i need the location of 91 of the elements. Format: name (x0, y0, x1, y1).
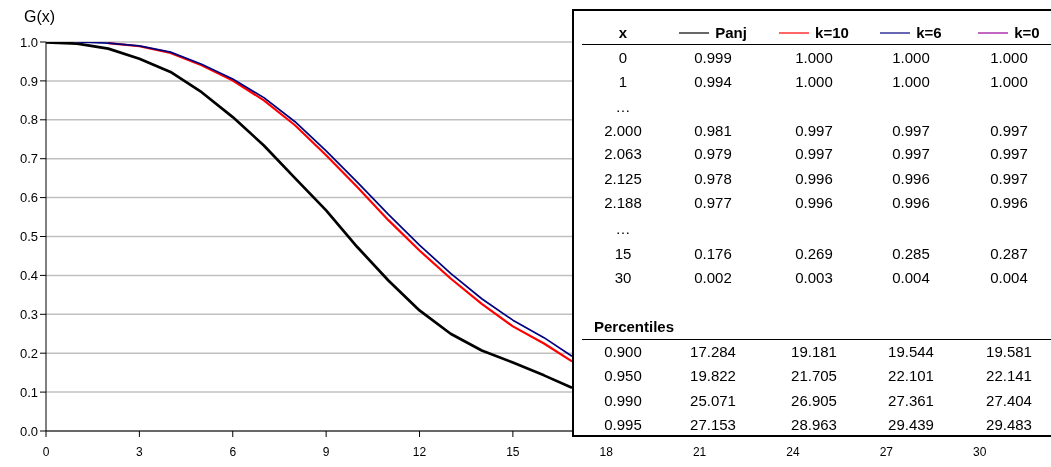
annotation: 0.176 (693, 245, 733, 263)
annotation: 1 (617, 73, 629, 91)
annotation: 27.404 (985, 392, 1033, 410)
annotation: 2.000 (603, 122, 643, 140)
annotation: 1.000 (989, 49, 1029, 67)
legend-label: k=0 (1014, 24, 1040, 41)
annotation: 1.000 (891, 49, 931, 67)
annotation: 0.995 (603, 416, 643, 434)
x-tick-label: 0 (42, 444, 50, 459)
annotation: 25.071 (689, 392, 737, 410)
legend-label: k=10 (815, 24, 849, 41)
x-tick-label: 3 (136, 444, 144, 459)
annotation: 1.000 (891, 73, 931, 91)
annotation: 0.996 (891, 170, 931, 188)
text: x (618, 24, 628, 41)
x-tick-label: 9 (322, 444, 330, 459)
annotation: Percentiles (594, 318, 675, 336)
annotation: 19.181 (790, 343, 838, 361)
annotation: 19.822 (689, 367, 737, 385)
annotation: 0.004 (989, 269, 1029, 287)
annotation: 0.997 (891, 122, 931, 140)
annotation: 0.997 (794, 145, 834, 163)
y-tick-label: 0.7 (19, 151, 38, 167)
annotation: 1.000 (794, 49, 834, 67)
annotation: 0 (617, 49, 629, 67)
annotation: 1.000 (989, 73, 1029, 91)
annotation: … (614, 220, 632, 238)
x-tick-label: 15 (506, 444, 520, 459)
annotation: 0.996 (794, 170, 834, 188)
x-tick-label: 18 (599, 444, 614, 459)
annotation: 2.188 (603, 194, 643, 212)
annotation: 0.996 (989, 194, 1029, 212)
y-tick-label: 0.2 (19, 345, 38, 361)
x-tick-label: 27 (879, 444, 894, 459)
annotation: 0.999 (693, 49, 733, 67)
y-tick-label: 0.8 (19, 112, 38, 128)
annotation: 1.000 (794, 73, 834, 91)
annotation: 0.997 (794, 122, 834, 140)
annotation: 2.063 (603, 145, 643, 163)
annotation: 27.153 (689, 416, 737, 434)
annotation: 2.125 (603, 170, 643, 188)
legend-label: k=6 (916, 24, 942, 41)
annotation: 0.996 (794, 194, 834, 212)
x-tick-label: 24 (786, 444, 800, 459)
annotation: 0.997 (989, 122, 1029, 140)
annotation: 26.905 (790, 392, 838, 410)
legend-label: Panj (715, 24, 747, 41)
y-tick-label: 0.1 (19, 384, 38, 400)
annotation: 0.977 (693, 194, 733, 212)
y-tick-label: 0.5 (19, 229, 38, 245)
y-tick-label: 0.3 (19, 306, 38, 322)
annotation: 29.439 (887, 416, 935, 434)
annotation: 0.269 (794, 245, 834, 263)
annotation: 0.900 (603, 343, 643, 361)
y-tick-label: 0.6 (19, 190, 38, 206)
annotation: 0.950 (603, 367, 643, 385)
annotation: 0.287 (989, 245, 1029, 263)
annotation: 22.101 (887, 367, 935, 385)
x-tick-label: 6 (229, 444, 237, 459)
annotation: 0.994 (693, 73, 733, 91)
annotation: 0.285 (891, 245, 931, 263)
annotation: 0.003 (794, 269, 834, 287)
y-tick-label: 1.0 (19, 34, 38, 50)
annotation: 0.004 (891, 269, 931, 287)
y-tick-label: 0.9 (19, 73, 38, 89)
annotation: 30 (613, 269, 633, 287)
y-tick-label: 0.0 (19, 423, 38, 439)
annotation: 0.979 (693, 145, 733, 163)
y-tick-label: 0.4 (19, 268, 38, 284)
annotation: 0.981 (693, 122, 733, 140)
annotation: 19.581 (985, 343, 1033, 361)
x-tick-label: 21 (692, 444, 707, 459)
annotation: 0.002 (693, 269, 733, 287)
annotation: 0.996 (891, 194, 931, 212)
annotation: 21.705 (790, 367, 838, 385)
x-tick-label: 12 (412, 444, 427, 459)
annotation: 0.990 (603, 392, 643, 410)
x-tick-label: 30 (973, 444, 987, 459)
annotation: 19.544 (887, 343, 935, 361)
annotation: 15 (613, 245, 633, 263)
annotation: 17.284 (689, 343, 737, 361)
annotation: … (614, 98, 632, 116)
annotation: 28.963 (790, 416, 838, 434)
annotation: 0.978 (693, 170, 733, 188)
annotation: 27.361 (887, 392, 935, 410)
annotation: 0.997 (989, 145, 1029, 163)
annotation: 29.483 (985, 416, 1033, 434)
y-axis-title: G(x) (24, 8, 56, 26)
annotation: 0.997 (891, 145, 931, 163)
annotation: 0.997 (989, 170, 1029, 188)
annotation: 22.141 (985, 367, 1033, 385)
